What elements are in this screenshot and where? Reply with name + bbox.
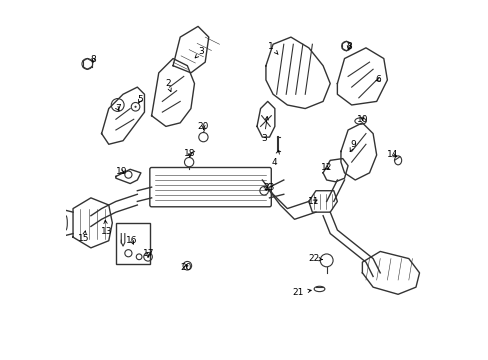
Text: 7: 7 <box>115 104 121 113</box>
Text: 3: 3 <box>195 47 204 58</box>
Text: 5: 5 <box>137 95 143 104</box>
Text: 20: 20 <box>180 263 191 272</box>
Text: 20: 20 <box>197 122 209 131</box>
Text: 11: 11 <box>308 197 319 206</box>
Text: 3: 3 <box>261 117 268 143</box>
Text: 1: 1 <box>267 41 278 54</box>
Text: 4: 4 <box>271 150 279 167</box>
Text: 21: 21 <box>292 288 310 297</box>
Text: 23: 23 <box>264 183 275 192</box>
Text: 15: 15 <box>78 231 89 243</box>
Text: 9: 9 <box>349 140 356 152</box>
Text: 8: 8 <box>345 41 351 50</box>
Text: 18: 18 <box>183 149 195 158</box>
Text: 13: 13 <box>101 220 112 236</box>
Text: 12: 12 <box>320 163 332 172</box>
Text: 19: 19 <box>115 167 127 176</box>
Circle shape <box>186 265 188 267</box>
Text: 17: 17 <box>142 249 154 258</box>
Circle shape <box>134 106 136 108</box>
Text: 14: 14 <box>386 150 398 159</box>
Text: 22: 22 <box>308 254 322 263</box>
Text: 2: 2 <box>164 79 171 91</box>
Text: 8: 8 <box>90 55 96 64</box>
Text: 10: 10 <box>356 115 367 124</box>
Bar <box>116 223 149 264</box>
Circle shape <box>147 256 149 258</box>
Text: 16: 16 <box>126 236 138 245</box>
Text: 6: 6 <box>375 76 381 85</box>
